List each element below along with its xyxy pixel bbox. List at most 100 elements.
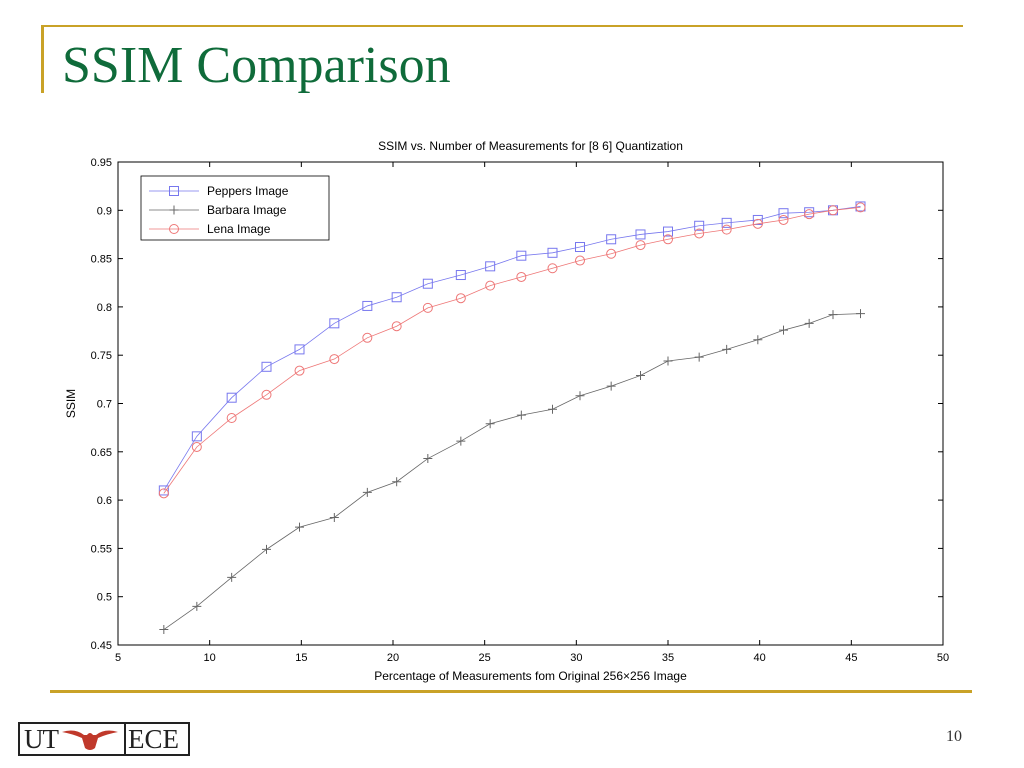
data-point-lena-image <box>422 302 433 313</box>
ssim-line-chart: 5 10 15 20 25 30 35 40 45 50 0.45 0.5 0.55 0.6 0.65 0.7… <box>64 139 949 683</box>
data-point-lena-image <box>694 228 705 239</box>
legend-label-lena-image: Lena Image <box>207 222 271 236</box>
data-point-lena-image <box>455 293 466 304</box>
data-point-lena-image <box>721 224 732 235</box>
data-point-barbara-image <box>159 625 169 635</box>
data-point-peppers-image <box>158 485 169 496</box>
y-tick-label: 0.55 <box>91 543 112 555</box>
legend-label-barbara-image: Barbara Image <box>207 203 287 217</box>
data-point-barbara-image <box>423 454 433 464</box>
series-barbara-image <box>159 309 865 635</box>
x-tick-label: 25 <box>479 652 491 664</box>
data-point-barbara-image <box>753 335 763 345</box>
series-line-barbara-image <box>163 313 861 630</box>
data-point-lena-image <box>804 209 815 220</box>
data-point-lena-image <box>294 365 305 376</box>
data-point-lena-image <box>191 441 202 452</box>
y-tick-label: 0.95 <box>91 157 112 169</box>
x-tick-label: 35 <box>662 652 674 664</box>
data-point-barbara-image <box>828 310 838 320</box>
y-tick-label: 0.9 <box>97 205 112 217</box>
logo-text-ut: UT <box>24 723 59 754</box>
data-point-lena-image <box>635 240 646 251</box>
x-tick-label: 30 <box>570 652 582 664</box>
data-point-peppers-image <box>391 292 402 303</box>
data-point-barbara-image <box>856 309 865 319</box>
y-tick-label: 0.6 <box>97 495 112 507</box>
data-point-lena-image <box>329 354 340 365</box>
data-point-peppers-image <box>575 242 585 253</box>
logo-text-ece: ECE <box>128 723 179 754</box>
x-tick-label: 20 <box>387 652 399 664</box>
legend-marker-barbara-image <box>169 205 179 215</box>
legend-label-peppers-image: Peppers Image <box>207 184 289 198</box>
data-point-peppers-image <box>778 208 789 219</box>
title-accent-bar <box>41 25 44 93</box>
data-point-peppers-image <box>294 344 305 355</box>
ut-ece-logo: UT ECE <box>18 722 190 756</box>
data-point-lena-image <box>752 218 763 229</box>
data-point-lena-image <box>855 202 866 213</box>
data-point-barbara-image <box>456 436 466 446</box>
y-tick-label: 0.45 <box>91 640 112 652</box>
data-point-lena-image <box>663 234 673 245</box>
data-point-peppers-image <box>721 217 732 228</box>
x-tick-label: 15 <box>295 652 307 664</box>
data-point-barbara-image <box>295 522 304 532</box>
data-point-barbara-image <box>804 318 814 328</box>
data-point-lena-image <box>516 271 527 282</box>
data-point-peppers-image <box>663 226 673 237</box>
data-point-peppers-image <box>422 278 433 289</box>
y-axis-label: SSIM <box>64 389 78 418</box>
x-tick-label: 40 <box>754 652 766 664</box>
slide-title: SSIM Comparison <box>62 37 451 94</box>
logo-divider <box>124 724 126 754</box>
data-point-lena-image <box>362 332 373 343</box>
x-axis-label: Percentage of Measurements fom Original … <box>374 669 687 683</box>
data-point-peppers-image <box>329 318 340 329</box>
y-tick-label: 0.75 <box>91 350 112 362</box>
legend-marker-peppers-image <box>169 186 179 196</box>
data-point-lena-image <box>391 321 402 332</box>
data-point-peppers-image <box>191 431 202 442</box>
data-point-lena-image <box>575 255 585 266</box>
data-point-peppers-image <box>694 220 705 231</box>
data-point-barbara-image <box>392 477 402 487</box>
data-point-barbara-image <box>779 325 788 335</box>
data-point-peppers-image <box>752 214 763 225</box>
data-point-barbara-image <box>548 404 557 414</box>
plot-frame <box>117 161 944 646</box>
data-point-barbara-image <box>262 544 271 554</box>
longhorn-icon <box>58 724 122 754</box>
data-point-barbara-image <box>485 419 495 429</box>
bottom-accent-rule <box>50 690 972 693</box>
data-point-peppers-image <box>261 361 272 372</box>
data-point-lena-image <box>226 412 237 423</box>
data-point-peppers-image <box>485 261 496 272</box>
data-point-peppers-image <box>606 234 617 245</box>
data-point-barbara-image <box>694 352 704 362</box>
data-point-barbara-image <box>516 410 526 420</box>
y-tick-label: 0.8 <box>97 302 112 314</box>
top-accent-rule <box>41 25 963 27</box>
x-tick-label: 50 <box>937 652 949 664</box>
x-tick-label: 45 <box>845 652 857 664</box>
data-point-lena-image <box>547 263 558 274</box>
data-point-peppers-image <box>455 270 466 281</box>
data-point-barbara-image <box>362 487 372 497</box>
data-point-barbara-image <box>606 381 616 391</box>
y-tick-label: 0.5 <box>97 592 112 604</box>
y-tick-label: 0.85 <box>91 254 112 266</box>
page-number: 10 <box>946 728 962 745</box>
data-point-barbara-image <box>636 370 645 380</box>
data-point-lena-image <box>828 205 838 216</box>
series-peppers-image <box>158 201 866 496</box>
data-point-barbara-image <box>227 572 237 582</box>
data-point-lena-image <box>158 488 169 499</box>
x-tick-label: 10 <box>204 652 216 664</box>
y-tick-label: 0.65 <box>91 447 112 459</box>
data-point-lena-image <box>261 389 272 400</box>
y-tick-label: 0.7 <box>97 399 112 411</box>
x-tick-label: 5 <box>115 652 121 664</box>
data-point-peppers-image <box>635 229 646 240</box>
